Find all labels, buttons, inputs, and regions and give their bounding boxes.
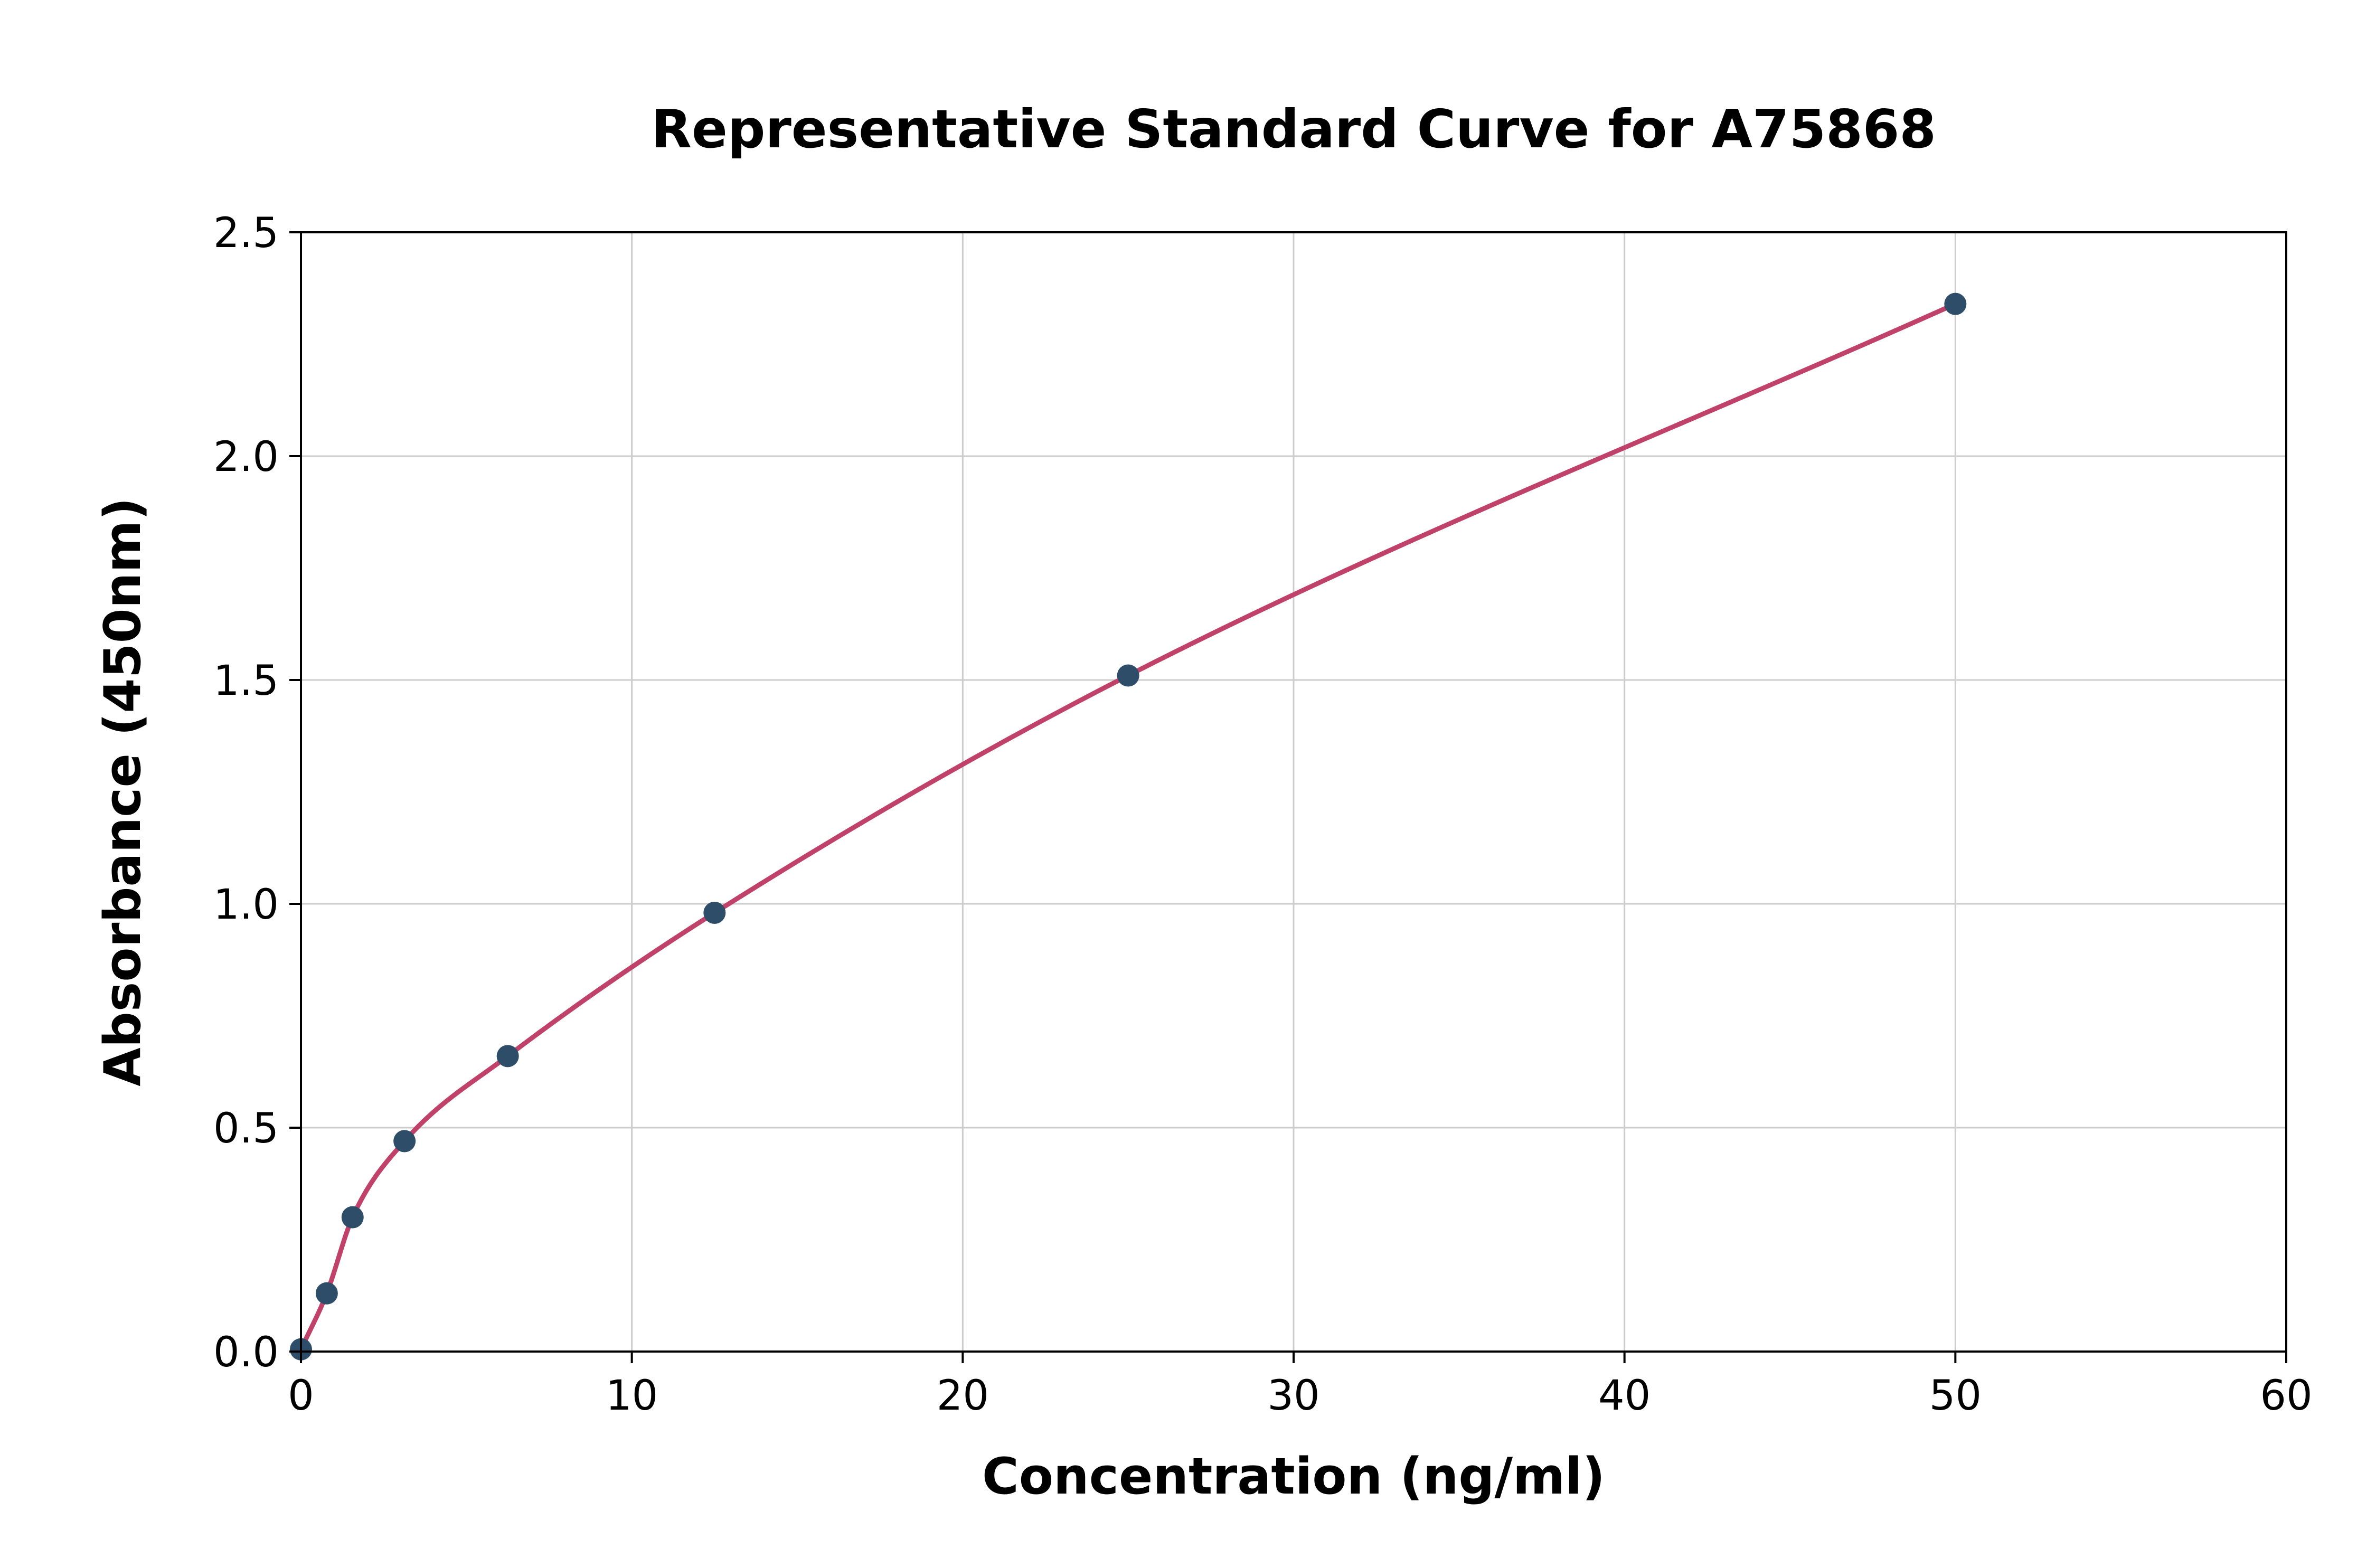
data-point	[341, 1206, 364, 1229]
axis-ticks: 0 10 20 30 40 50 60 0.0 0.5 1.0 1.5 2.0 2.5	[213, 210, 2313, 1420]
data-point	[1117, 664, 1139, 687]
x-tick-label: 60	[2260, 1372, 2312, 1420]
data-point	[703, 901, 726, 924]
data-point	[1944, 292, 1967, 315]
data-points	[290, 292, 1967, 1361]
y-tick-label: 1.5	[213, 657, 279, 705]
y-tick-label: 0.5	[213, 1105, 279, 1153]
x-tick-label: 30	[1267, 1372, 1319, 1420]
data-point	[496, 1045, 519, 1068]
x-tick-label: 0	[288, 1372, 314, 1420]
fitted-curve	[298, 301, 1958, 1352]
chart-title: Representative Standard Curve for A75868	[651, 98, 1936, 160]
gridlines	[300, 231, 2287, 1353]
x-tick-label: 40	[1598, 1372, 1651, 1420]
y-axis-label: Absorbance (450nm)	[94, 497, 152, 1087]
data-point	[315, 1282, 338, 1305]
y-tick-label: 0.0	[213, 1329, 279, 1376]
data-point	[393, 1130, 416, 1153]
x-tick-label: 10	[606, 1372, 658, 1420]
y-tick-label: 2.5	[213, 210, 279, 257]
y-tick-label: 1.0	[213, 881, 279, 929]
x-tick-label: 50	[1929, 1372, 1982, 1420]
x-tick-label: 20	[937, 1372, 989, 1420]
x-axis-label: Concentration (ng/ml)	[982, 1448, 1606, 1506]
y-tick-label: 2.0	[213, 433, 279, 481]
